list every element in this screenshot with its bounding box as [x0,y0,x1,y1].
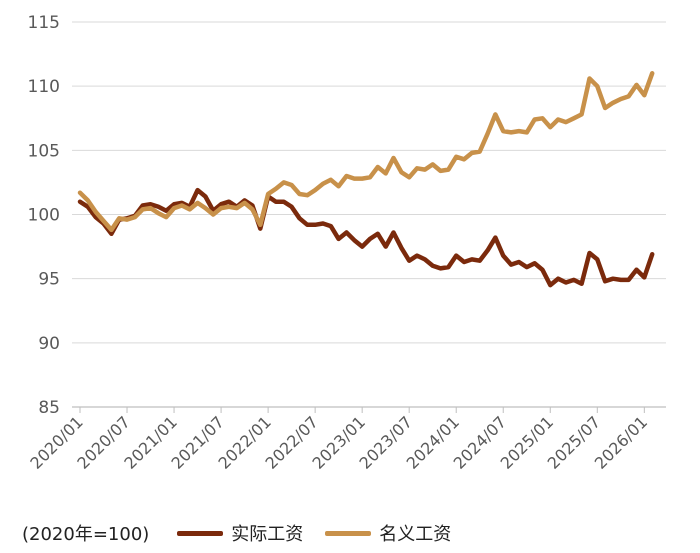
line-chart: 8590951001051101152020/012020/072021/012… [26,13,666,473]
axes: 8590951001051101152020/012020/072021/012… [26,13,666,473]
series-line-real-wage [77,187,655,288]
y-tick-label: 85 [38,398,60,418]
gridlines [72,21,666,344]
legend-unit-label: (2020年=100) [22,524,150,545]
legend-item-real-wage: 实际工资 [177,520,303,546]
y-tick-label: 105 [28,141,60,161]
legend-swatch-nominal-wage [325,530,372,536]
y-tick-label: 95 [38,270,60,290]
y-tick-label: 110 [28,77,60,97]
series-lines [77,71,655,288]
y-tick-label: 115 [28,13,60,33]
series-line-nominal-wage [77,71,655,233]
legend-label-nominal-wage: 名义工资 [379,524,452,545]
legend: (2020年=100) 实际工资 名义工资 [22,519,473,547]
y-tick-label: 100 [28,206,60,226]
legend-item-nominal-wage: 名义工资 [325,520,451,546]
x-tick-label: 2026/01 [591,412,651,472]
y-tick-label: 90 [38,334,60,354]
legend-label-real-wage: 实际工资 [231,524,304,545]
legend-swatch-real-wage [177,530,224,536]
